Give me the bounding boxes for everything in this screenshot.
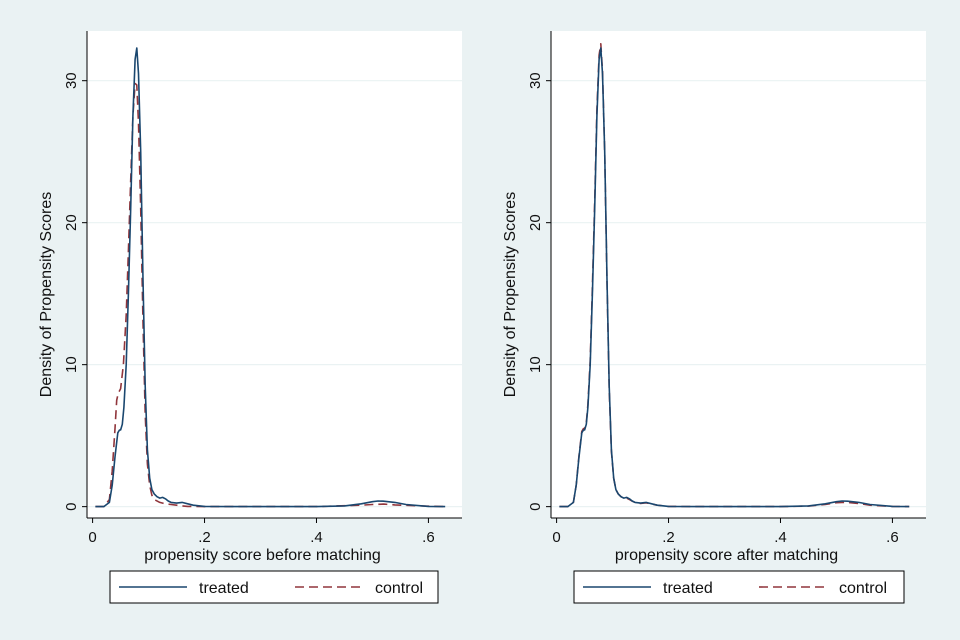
- y-tick-label-3: 30: [527, 72, 544, 89]
- y-tick-label-2: 20: [63, 214, 80, 231]
- legend: treated control: [109, 570, 439, 604]
- y-tick-label-1: 10: [527, 356, 544, 373]
- y-tick-label-0: 0: [527, 502, 544, 510]
- x-tick-label-1: .2: [662, 529, 675, 546]
- x-tick-label-2: .4: [310, 529, 323, 546]
- series-line-treated: [95, 47, 446, 508]
- x-axis-title: propensity score before matching: [144, 547, 381, 564]
- x-tick-label-0: 0: [552, 529, 560, 546]
- y-tick-label-0: 0: [63, 502, 80, 510]
- y-axis-title: Density of Propensity Scores: [38, 192, 55, 397]
- series-line-treated: [559, 47, 910, 508]
- legend-label-treated: treated: [663, 580, 713, 597]
- legend-label-control: control: [375, 580, 423, 597]
- legend-box: [109, 570, 439, 604]
- y-tick-label-2: 20: [527, 214, 544, 231]
- x-tick-label-1: .2: [198, 529, 211, 546]
- x-tick-label-3: .6: [422, 529, 435, 546]
- x-tick-label-3: .6: [886, 529, 899, 546]
- chart-panels: 0 10 20 30 0 .2 .4 .6 propensity score before ma…: [38, 31, 926, 604]
- chart-panel-1: 0 10 20 30 0 .2 .4 .6 propensity score before ma…: [38, 31, 462, 604]
- y-axis-title: Density of Propensity Scores: [502, 192, 519, 397]
- legend-label-control: control: [839, 580, 887, 597]
- y-tick-label-1: 10: [63, 356, 80, 373]
- x-axis-title: propensity score after matching: [615, 547, 838, 564]
- legend: treated control: [573, 570, 905, 604]
- plot-area: [551, 31, 926, 518]
- plot-area: [87, 31, 462, 518]
- legend-label-treated: treated: [199, 580, 249, 597]
- chart-panel-2: 0 10 20 30 0 .2 .4 .6 propensity score after mat…: [502, 31, 926, 604]
- y-tick-label-3: 30: [63, 72, 80, 89]
- x-tick-label-0: 0: [88, 529, 96, 546]
- x-tick-label-2: .4: [774, 529, 787, 546]
